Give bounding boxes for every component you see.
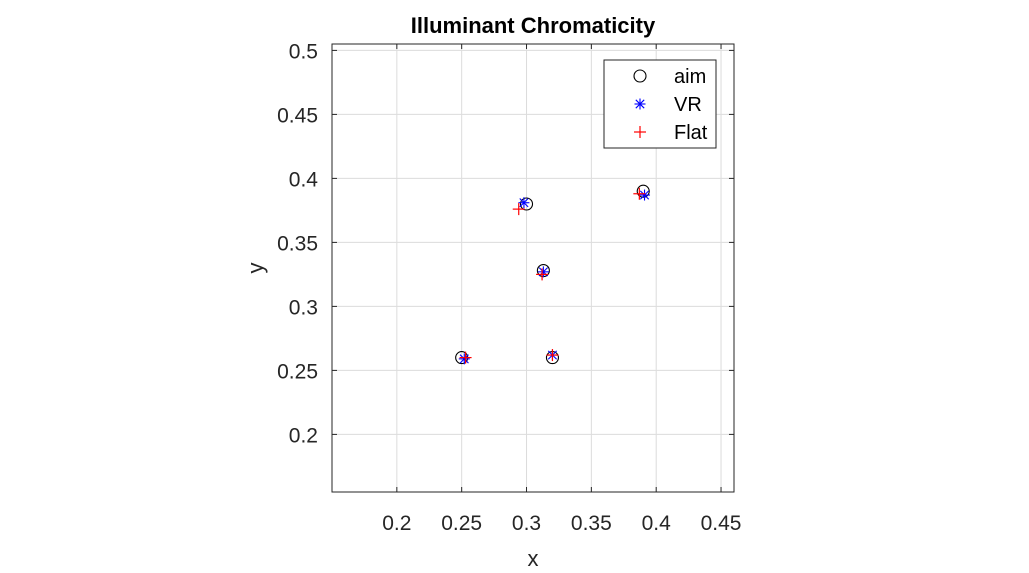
point-flat bbox=[512, 203, 525, 216]
x-tick-label: 0.25 bbox=[441, 512, 482, 535]
legend-label-aim: aim bbox=[674, 66, 706, 88]
data-points bbox=[455, 184, 651, 365]
x-tick-label: 0.3 bbox=[512, 512, 541, 535]
point-flat bbox=[536, 268, 549, 281]
legend: aim VR Flat bbox=[603, 59, 717, 149]
axis-ticks bbox=[332, 44, 734, 492]
x-tick-label: 0.2 bbox=[382, 512, 411, 535]
point-vr bbox=[639, 189, 651, 201]
point-vr bbox=[458, 353, 470, 365]
x-tick-labels: 0.2 0.25 0.3 0.35 0.4 0.45 bbox=[382, 512, 741, 535]
ast-d2 bbox=[459, 354, 469, 364]
legend-box bbox=[603, 59, 717, 149]
ast-d2 bbox=[635, 99, 645, 109]
point-aim bbox=[636, 184, 650, 198]
point-flat bbox=[546, 349, 559, 362]
ast-d2 bbox=[639, 190, 650, 200]
legend-marker-flat bbox=[634, 126, 646, 138]
x-tick-label: 0.45 bbox=[701, 512, 742, 535]
y-tick-label: 0.3 bbox=[289, 296, 318, 319]
point-flat bbox=[459, 351, 472, 364]
legend-label-vr: VR bbox=[674, 94, 702, 116]
chart-title: Illuminant Chromaticity bbox=[411, 13, 656, 38]
ast-d2 bbox=[519, 198, 529, 208]
legend-marker-aim bbox=[633, 69, 647, 83]
y-tick-labels: 0.2 0.25 0.3 0.35 0.4 0.45 0.5 bbox=[277, 40, 318, 447]
circle-shape bbox=[519, 197, 534, 211]
y-tick-label: 0.4 bbox=[289, 168, 319, 191]
circle-shape bbox=[636, 184, 650, 198]
plot-area bbox=[331, 43, 735, 493]
legend-label-flat: Flat bbox=[674, 122, 708, 144]
x-tick-label: 0.35 bbox=[571, 512, 612, 535]
point-aim bbox=[519, 197, 534, 211]
y-tick-label: 0.5 bbox=[289, 40, 318, 63]
grid bbox=[332, 44, 734, 492]
point-vr bbox=[518, 197, 530, 209]
y-axis-label: y bbox=[243, 263, 268, 274]
y-tick-label: 0.2 bbox=[289, 424, 318, 447]
point-flat bbox=[633, 187, 646, 200]
y-tick-label: 0.25 bbox=[277, 360, 318, 383]
y-tick-label: 0.45 bbox=[277, 104, 318, 127]
legend-marker-vr bbox=[634, 98, 646, 110]
x-axis-label: x bbox=[528, 546, 539, 571]
y-tick-label: 0.35 bbox=[277, 232, 318, 255]
point-vr bbox=[537, 266, 549, 278]
x-tick-label: 0.4 bbox=[642, 512, 672, 535]
circle-shape bbox=[633, 69, 647, 83]
